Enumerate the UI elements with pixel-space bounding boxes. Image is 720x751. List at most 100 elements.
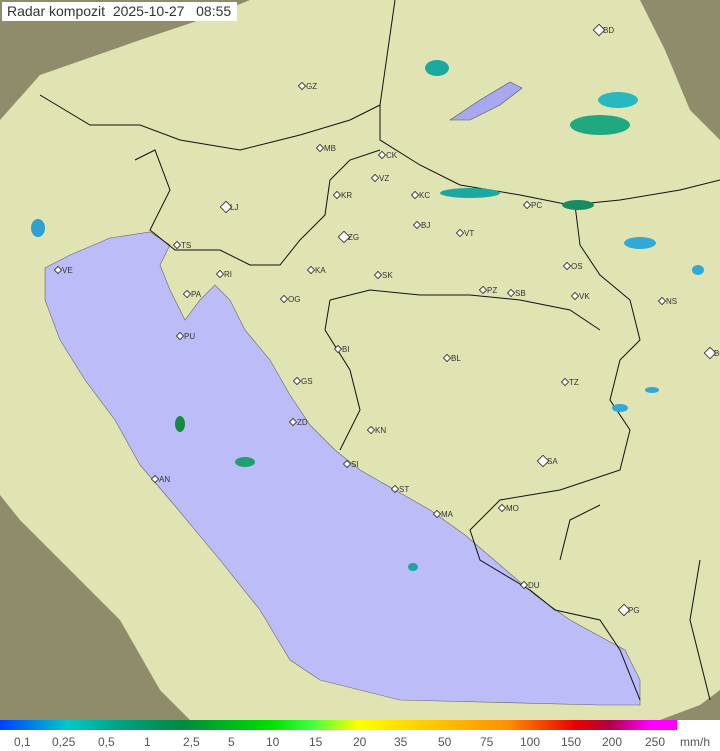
city-label: BL (451, 354, 461, 363)
legend-tick-label: 10 (266, 735, 280, 749)
legend-tick-label: 15 (309, 735, 323, 749)
city-markers: BD GZ MB CK VZ KR KC LJ ZG BJ VT PC TS VE RI KA SK OS PA OG… (53, 23, 720, 617)
city-label: DU (528, 581, 540, 590)
city-marker-icon (373, 270, 383, 280)
legend-tick-label: 75 (480, 735, 494, 749)
city-label: KN (375, 426, 386, 435)
legend-tick-label: 50 (438, 735, 452, 749)
legend-tick-label: 0,25 (52, 735, 76, 749)
city-label: MO (506, 504, 519, 513)
city-marker-icon (560, 377, 570, 387)
city-label: BG (714, 349, 720, 358)
legend-tick-label: 1 (144, 735, 151, 749)
city-label: NS (666, 297, 677, 306)
city-marker-icon (219, 200, 233, 214)
city-marker-icon (370, 173, 380, 183)
city-marker-icon (536, 454, 550, 468)
city-label: CK (386, 151, 398, 160)
city-label: BJ (421, 221, 430, 230)
city-label: PC (531, 201, 542, 210)
precipitation-color-scale (0, 720, 677, 730)
city-marker-icon (519, 580, 529, 590)
city-label: PU (184, 332, 195, 341)
city-marker-icon (570, 291, 580, 301)
precipitation-echoes (31, 60, 704, 571)
city-marker-icon (175, 331, 185, 341)
city-label: OS (571, 262, 583, 271)
city-marker-icon (617, 603, 631, 617)
legend-tick-label: 5 (228, 735, 235, 749)
city-label: BD (603, 26, 614, 35)
city-label: KC (419, 191, 430, 200)
city-label: MB (324, 144, 336, 153)
city-marker-icon (478, 285, 488, 295)
city-label: ZG (348, 233, 359, 242)
legend-tick-label: 35 (394, 735, 408, 749)
city-label: OG (288, 295, 300, 304)
city-label: AN (159, 475, 170, 484)
legend-tick-label: 0,5 (98, 735, 115, 749)
city-marker-icon (337, 230, 351, 244)
balaton-lake (449, 81, 523, 121)
city-marker-icon (412, 220, 422, 230)
city-marker-icon (333, 344, 343, 354)
city-marker-icon (592, 23, 606, 37)
city-marker-icon (332, 190, 342, 200)
legend-tick-label: 150 (561, 735, 582, 749)
city-marker-icon (497, 503, 507, 513)
city-marker-icon (215, 269, 225, 279)
city-marker-icon (172, 240, 182, 250)
legend-tick-label: 0,1 (14, 735, 31, 749)
city-label: BI (342, 345, 350, 354)
city-marker-icon (279, 294, 289, 304)
city-marker-icon (53, 265, 63, 275)
city-marker-icon (288, 417, 298, 427)
city-marker-icon (315, 143, 325, 153)
city-label: TS (181, 241, 191, 250)
city-marker-icon (390, 484, 400, 494)
legend-tick-label: 20 (353, 735, 367, 749)
country-borders (39, 0, 720, 701)
city-marker-icon (657, 296, 667, 306)
city-label: PZ (487, 286, 497, 295)
city-marker-icon (342, 459, 352, 469)
city-label: KA (315, 266, 326, 275)
city-marker-icon (432, 509, 442, 519)
city-label: VT (464, 229, 474, 238)
product-name: Radar kompozit (7, 3, 106, 19)
city-marker-icon (522, 200, 532, 210)
city-marker-icon (306, 265, 316, 275)
city-label: MA (441, 510, 454, 519)
city-label: KR (341, 191, 352, 200)
city-label: GZ (306, 82, 317, 91)
city-label: VK (579, 292, 590, 301)
city-label: RI (224, 270, 232, 279)
city-label: VZ (379, 174, 389, 183)
city-label: SA (547, 457, 558, 466)
city-marker-icon (292, 376, 302, 386)
city-marker-icon (297, 81, 307, 91)
city-label: LJ (230, 203, 238, 212)
city-label: TZ (569, 378, 579, 387)
city-marker-icon (150, 474, 160, 484)
city-label: SI (351, 460, 359, 469)
sea (44, 231, 641, 706)
legend-tick-label: 200 (602, 735, 623, 749)
city-marker-icon (442, 353, 452, 363)
legend-unit: mm/h (680, 735, 710, 749)
legend-tick-label: 250 (645, 735, 666, 749)
radar-map[interactable]: BD GZ MB CK VZ KR KC LJ ZG BJ VT PC TS VE RI KA SK OS PA OG… (0, 0, 720, 720)
city-label: PG (628, 606, 640, 615)
city-marker-icon (506, 288, 516, 298)
city-label: VE (62, 266, 73, 275)
city-label: GS (301, 377, 313, 386)
city-label: SB (515, 289, 526, 298)
city-label: ST (399, 485, 409, 494)
city-marker-icon (703, 346, 717, 360)
city-label: SK (382, 271, 393, 280)
legend-labels: 0,1 0,25 0,5 1 2,5 5 10 15 20 35 50 75 100 150 200 250 m… (0, 735, 720, 751)
city-marker-icon (366, 425, 376, 435)
map-title: Radar kompozit 2025-10-27 08:55 (2, 2, 238, 21)
legend-tick-label: 100 (520, 735, 541, 749)
city-marker-icon (182, 289, 192, 299)
